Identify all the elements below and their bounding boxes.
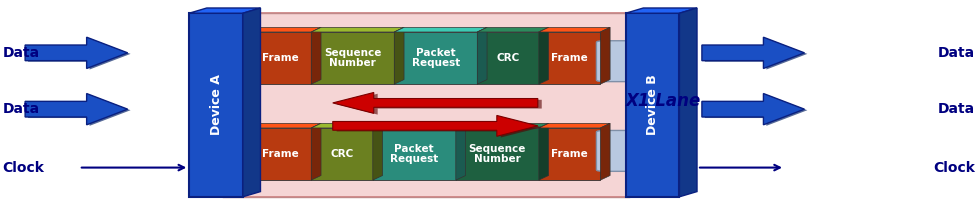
Polygon shape — [704, 38, 807, 70]
Polygon shape — [336, 94, 541, 115]
Polygon shape — [538, 128, 600, 180]
Text: Clock: Clock — [3, 161, 45, 175]
Polygon shape — [249, 123, 320, 128]
Polygon shape — [25, 37, 128, 68]
Polygon shape — [600, 27, 610, 84]
Polygon shape — [332, 92, 537, 113]
Text: Frame: Frame — [551, 53, 587, 63]
Polygon shape — [704, 94, 807, 126]
Text: Data: Data — [3, 46, 40, 60]
Polygon shape — [455, 123, 465, 180]
Polygon shape — [600, 123, 610, 180]
Polygon shape — [28, 38, 131, 70]
Polygon shape — [538, 123, 548, 180]
Polygon shape — [679, 8, 697, 197]
Polygon shape — [625, 13, 679, 197]
Polygon shape — [455, 123, 548, 128]
Text: Data: Data — [937, 102, 974, 116]
Polygon shape — [538, 32, 600, 84]
Polygon shape — [538, 27, 548, 84]
Polygon shape — [477, 27, 487, 84]
Text: Clock: Clock — [932, 161, 974, 175]
Text: Frame: Frame — [262, 53, 299, 63]
Polygon shape — [372, 123, 465, 128]
Polygon shape — [394, 27, 487, 32]
Polygon shape — [701, 93, 804, 125]
Text: Sequence
Number: Sequence Number — [468, 144, 526, 164]
Polygon shape — [311, 123, 382, 128]
Polygon shape — [394, 27, 404, 84]
Polygon shape — [249, 32, 311, 84]
Polygon shape — [455, 128, 538, 180]
Text: X1 Lane: X1 Lane — [625, 92, 701, 110]
Polygon shape — [311, 32, 394, 84]
Polygon shape — [625, 8, 697, 13]
Text: Data: Data — [3, 102, 40, 116]
Text: Frame: Frame — [262, 149, 299, 159]
Text: Packet
Request: Packet Request — [390, 144, 438, 164]
FancyBboxPatch shape — [223, 13, 628, 197]
Polygon shape — [189, 8, 260, 13]
Polygon shape — [372, 123, 382, 180]
Polygon shape — [242, 8, 260, 197]
Polygon shape — [311, 27, 404, 32]
Polygon shape — [249, 128, 311, 180]
Text: Device A: Device A — [209, 75, 223, 135]
Polygon shape — [538, 123, 610, 128]
Polygon shape — [311, 123, 320, 180]
Polygon shape — [336, 117, 541, 138]
Polygon shape — [28, 94, 131, 126]
Polygon shape — [311, 27, 320, 84]
Text: Device B: Device B — [646, 75, 658, 135]
Text: CRC: CRC — [330, 149, 354, 159]
FancyBboxPatch shape — [596, 130, 633, 171]
Text: Frame: Frame — [551, 149, 587, 159]
Text: CRC: CRC — [496, 53, 519, 63]
Text: Packet
Request: Packet Request — [411, 48, 459, 68]
Polygon shape — [701, 37, 804, 68]
FancyBboxPatch shape — [596, 41, 633, 82]
Polygon shape — [477, 27, 548, 32]
Polygon shape — [477, 32, 538, 84]
Polygon shape — [189, 13, 242, 197]
Polygon shape — [372, 128, 455, 180]
Polygon shape — [538, 27, 610, 32]
Polygon shape — [394, 32, 477, 84]
Polygon shape — [249, 27, 320, 32]
Polygon shape — [311, 128, 372, 180]
Polygon shape — [332, 116, 537, 136]
Polygon shape — [25, 93, 128, 125]
Text: Sequence
Number: Sequence Number — [323, 48, 381, 68]
Text: Data: Data — [937, 46, 974, 60]
